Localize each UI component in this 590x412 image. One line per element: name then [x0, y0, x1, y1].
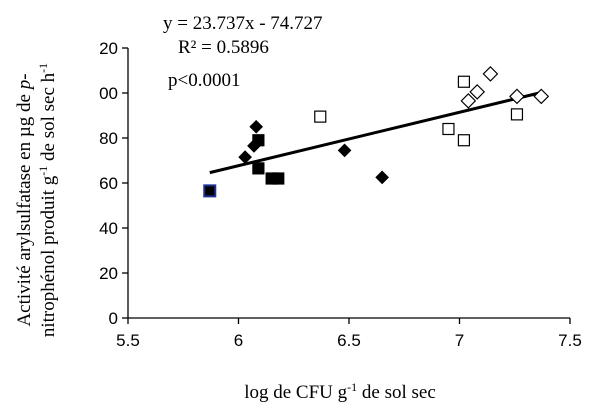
r-squared: R² = 0.5896 — [178, 37, 269, 58]
x-tick-label: 7.5 — [558, 331, 582, 350]
x-tick-label: 6.5 — [337, 331, 361, 350]
data-point-filled-diamond — [238, 150, 252, 164]
data-point-open-diamond — [460, 93, 477, 109]
x-tick-label: 7 — [455, 331, 464, 350]
data-point-filled-square — [272, 172, 285, 185]
x-axis-title: log de CFU g-1 de sol sec — [244, 380, 436, 403]
data-point-open-square — [457, 134, 471, 147]
data-point-open-diamond — [482, 66, 499, 82]
data-point-filled-diamond — [249, 119, 264, 134]
y-axis-title-line-1: Activité arylsulfatase en µg de p- — [14, 73, 35, 326]
y-tick-label: 80 — [99, 129, 118, 148]
y-tick-label: 20 — [99, 264, 118, 283]
data-point-filled-square — [252, 162, 265, 175]
data-points — [203, 66, 550, 198]
data-point-open-diamond — [469, 84, 486, 100]
ticks: 0 20 40 60 80 00 20 5.5 6 6.5 7 7.5 — [99, 39, 582, 350]
data-point-open-diamond — [509, 88, 525, 105]
data-point-open-square — [442, 122, 455, 136]
y-axis-title-line-2: nitrophénol produit g-1 de sol sec h-1 — [36, 63, 59, 337]
y-tick-label: 20 — [99, 39, 118, 58]
data-point-open-square — [457, 75, 471, 88]
y-tick-label: 00 — [99, 84, 118, 103]
data-point-open-square — [314, 110, 327, 123]
data-point-open-diamond — [533, 88, 550, 105]
data-point-open-square — [510, 108, 524, 121]
y-axis-title-group: Activité arylsulfatase en µg de p- nitro… — [14, 63, 59, 337]
y-tick-label: 60 — [99, 174, 118, 193]
regression-equation: y = 23.737x - 74.727 — [163, 13, 323, 34]
x-tick-label: 5.5 — [116, 331, 140, 350]
x-tick-label: 6 — [234, 331, 243, 350]
data-point-filled-diamond — [337, 143, 352, 158]
trendline — [209, 91, 542, 175]
data-point-filled-diamond — [247, 139, 261, 153]
trendline-group — [209, 91, 542, 175]
data-point-filled-square — [203, 184, 217, 198]
p-value: p<0.0001 — [168, 70, 240, 91]
data-point-filled-diamond — [375, 170, 389, 185]
y-tick-label: 40 — [99, 219, 118, 238]
y-tick-label: 0 — [109, 309, 118, 328]
